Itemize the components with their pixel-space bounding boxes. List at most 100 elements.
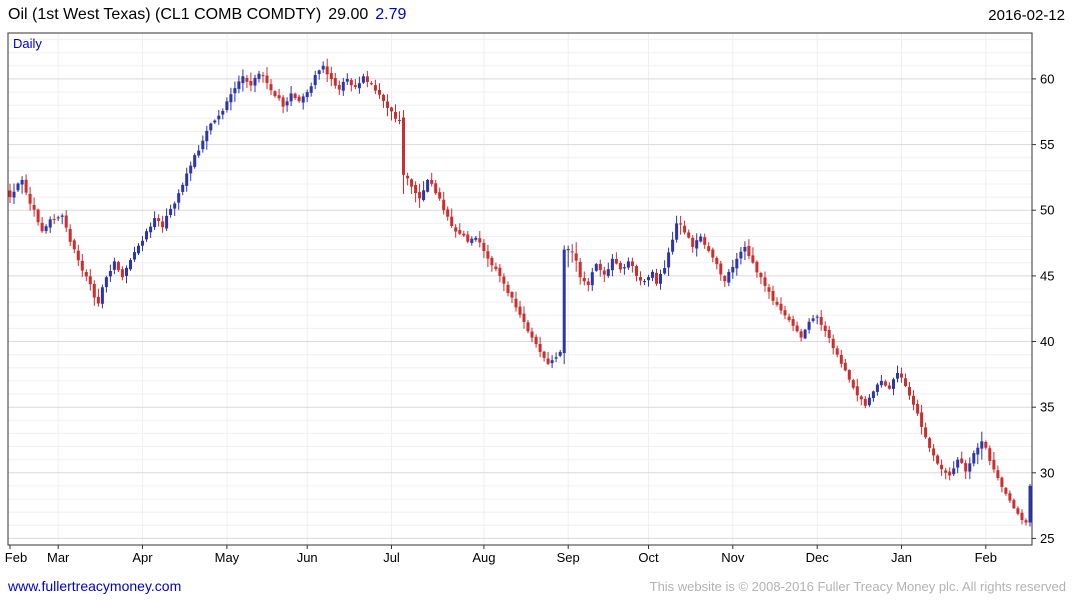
candle bbox=[361, 73, 365, 84]
candle bbox=[229, 87, 233, 111]
candle bbox=[285, 97, 289, 112]
candle bbox=[960, 451, 964, 464]
candle bbox=[506, 281, 510, 297]
candle bbox=[120, 266, 124, 281]
y-tick-label: 25 bbox=[1040, 531, 1054, 546]
candle bbox=[325, 58, 329, 82]
candle bbox=[835, 345, 839, 358]
candle bbox=[241, 69, 245, 92]
x-tick-label: Sep bbox=[557, 550, 580, 565]
candle bbox=[944, 467, 948, 480]
candle bbox=[426, 179, 430, 193]
candle bbox=[598, 259, 602, 277]
candle bbox=[209, 122, 213, 135]
candle bbox=[546, 351, 550, 365]
candle bbox=[522, 306, 526, 329]
candle bbox=[225, 97, 229, 113]
x-tick-label: Jul bbox=[383, 550, 400, 565]
candle bbox=[647, 274, 650, 287]
candle bbox=[390, 106, 393, 121]
candle bbox=[466, 231, 470, 244]
candle bbox=[430, 172, 434, 187]
candles-layer bbox=[8, 58, 1032, 527]
candle bbox=[739, 247, 743, 265]
candle bbox=[1004, 487, 1008, 496]
candle bbox=[185, 167, 189, 192]
candle bbox=[72, 238, 76, 254]
candle bbox=[570, 244, 574, 263]
y-axis: 25 30 35 40 45 50 55 60 bbox=[1032, 71, 1054, 546]
candle bbox=[269, 79, 273, 96]
candle bbox=[498, 264, 502, 283]
candle bbox=[976, 443, 980, 465]
candle bbox=[618, 260, 622, 273]
candle bbox=[602, 266, 606, 283]
candle bbox=[743, 241, 747, 260]
candle bbox=[52, 213, 56, 225]
candle bbox=[1020, 509, 1024, 525]
x-tick-label: Feb bbox=[975, 550, 997, 565]
candle bbox=[707, 242, 711, 253]
candle bbox=[859, 395, 863, 406]
candle bbox=[84, 269, 88, 282]
candle bbox=[205, 125, 209, 150]
candle bbox=[606, 262, 610, 278]
last-price: 29.00 bbox=[328, 6, 369, 23]
candle bbox=[446, 206, 450, 221]
candle bbox=[28, 186, 32, 211]
x-tick-label: Feb bbox=[5, 550, 27, 565]
candle bbox=[470, 236, 474, 246]
candle bbox=[811, 315, 815, 323]
candle bbox=[145, 228, 148, 242]
candle bbox=[265, 67, 269, 90]
copyright-text: This website is © 2008-2016 Fuller Treac… bbox=[649, 578, 1066, 594]
candle bbox=[157, 214, 161, 227]
candle bbox=[478, 231, 482, 248]
chart-header: Oil (1st West Texas) (CL1 COMB COMDTY) 29… bbox=[0, 0, 1075, 30]
candle bbox=[398, 111, 401, 125]
candle bbox=[129, 258, 132, 271]
candle bbox=[40, 216, 44, 233]
candle bbox=[558, 349, 562, 358]
candle bbox=[819, 310, 823, 331]
candle bbox=[948, 467, 952, 481]
chart-title: Oil (1st West Texas) (CL1 COMB COMDTY) 29… bbox=[8, 6, 406, 24]
candle bbox=[341, 77, 345, 96]
candle bbox=[450, 208, 454, 229]
candle bbox=[514, 291, 518, 312]
candle bbox=[883, 379, 887, 387]
candle bbox=[566, 245, 570, 268]
candle bbox=[526, 320, 530, 334]
candle bbox=[771, 285, 775, 305]
candle bbox=[655, 268, 658, 286]
candle bbox=[614, 252, 618, 265]
candle bbox=[727, 269, 731, 287]
candle bbox=[590, 267, 594, 291]
candle bbox=[237, 75, 241, 94]
candle bbox=[257, 70, 261, 83]
site-link[interactable]: www.fullertreacymoney.com bbox=[8, 578, 182, 594]
candle bbox=[169, 204, 173, 218]
candle bbox=[879, 375, 883, 388]
candle bbox=[402, 110, 405, 194]
y-tick-label: 50 bbox=[1040, 203, 1054, 218]
candle bbox=[956, 457, 960, 474]
candle bbox=[783, 305, 787, 320]
candle bbox=[675, 215, 679, 243]
candle bbox=[972, 450, 976, 467]
candle bbox=[896, 365, 899, 383]
candle bbox=[988, 445, 992, 466]
candle bbox=[217, 110, 221, 125]
candle bbox=[261, 71, 265, 83]
candle bbox=[715, 256, 719, 270]
candle bbox=[454, 224, 458, 238]
candle bbox=[137, 243, 140, 255]
candle bbox=[747, 239, 751, 260]
candle bbox=[538, 336, 542, 358]
candle bbox=[779, 297, 783, 315]
x-tick-label: Dec bbox=[806, 550, 830, 565]
candle bbox=[912, 390, 915, 411]
candle bbox=[92, 280, 96, 306]
candle bbox=[273, 90, 277, 98]
candle bbox=[406, 172, 410, 186]
